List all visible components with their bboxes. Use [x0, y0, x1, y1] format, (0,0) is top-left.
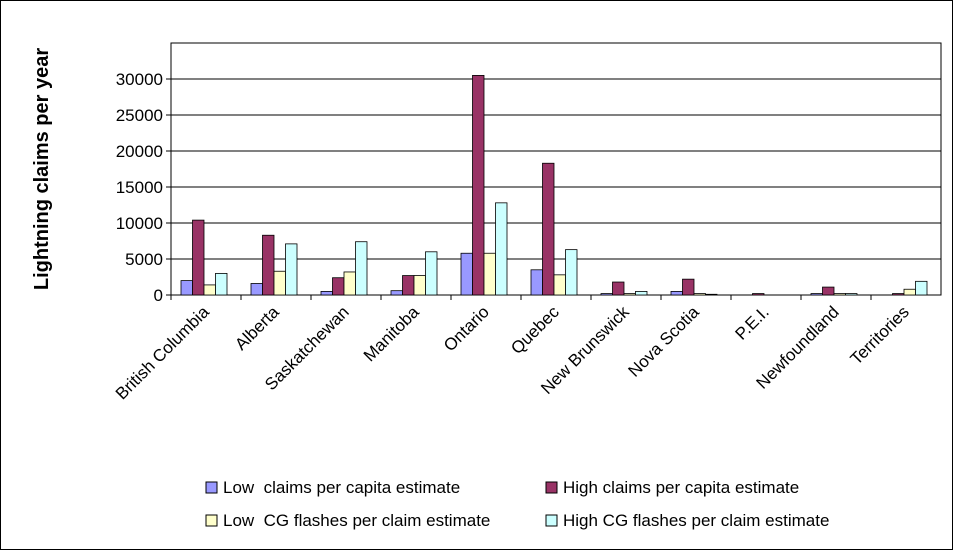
- bar: [810, 293, 823, 296]
- legend-label: High claims per capita estimate: [563, 478, 799, 497]
- bar: [203, 284, 216, 296]
- bar: [320, 290, 333, 296]
- bar: [705, 293, 718, 296]
- legend-label: Low claims per capita estimate: [223, 478, 460, 497]
- y-axis-label: Lightning claims per year: [31, 48, 53, 291]
- bar: [262, 234, 275, 296]
- y-axis-ticks: 0 5000 10000 15000 20000 25000 30000: [116, 70, 171, 305]
- y-tick-label: 25000: [116, 106, 163, 125]
- x-tick-label: Alberta: [231, 302, 283, 354]
- bar: [892, 293, 905, 296]
- bar: [903, 288, 916, 296]
- bar: [343, 271, 356, 296]
- legend-swatch: [545, 481, 558, 494]
- bar: [623, 293, 636, 296]
- bar: [752, 293, 765, 296]
- bar: [833, 293, 846, 296]
- y-tick-label: 0: [154, 286, 163, 305]
- bar: [180, 280, 193, 296]
- bar: [915, 280, 928, 296]
- bar: [483, 252, 496, 296]
- bar: [530, 269, 543, 296]
- legend-swatch: [545, 514, 558, 527]
- legend-swatch: [205, 481, 218, 494]
- bar: [845, 293, 858, 296]
- bar: [413, 275, 426, 296]
- bar: [285, 243, 298, 296]
- gridlines: [171, 78, 941, 260]
- bar: [682, 278, 695, 296]
- y-tick-label: 10000: [116, 214, 163, 233]
- x-tick-label: Quebec: [507, 302, 563, 358]
- bar: [565, 249, 578, 296]
- bar: [822, 286, 835, 296]
- bar: [693, 293, 706, 296]
- bar: [425, 251, 438, 296]
- x-tick-label: Nova Scotia: [625, 302, 704, 381]
- x-tick-label: British Columbia: [112, 302, 213, 403]
- y-tick-label: 30000: [116, 70, 163, 89]
- bar: [332, 277, 345, 296]
- bar: [612, 281, 625, 296]
- legend-label: High CG flashes per claim estimate: [563, 511, 829, 530]
- bar: [390, 290, 403, 296]
- legend-label: Low CG flashes per claim estimate: [223, 511, 490, 530]
- bar: [273, 270, 286, 296]
- bar: [600, 293, 613, 296]
- bar: [460, 252, 473, 296]
- bar: [553, 274, 566, 296]
- bars-group: [180, 75, 928, 296]
- bar: [250, 283, 263, 296]
- x-tick-label: P.E.I.: [732, 302, 773, 343]
- y-tick-label: 20000: [116, 142, 163, 161]
- bar: [402, 275, 415, 296]
- bar: [472, 75, 485, 296]
- legend: Low claims per capita estimate High claim…: [205, 478, 829, 530]
- legend-swatch: [205, 514, 218, 527]
- x-tick-label: Manitoba: [360, 302, 423, 365]
- plot-area: [170, 42, 942, 296]
- y-tick-label: 15000: [116, 178, 163, 197]
- bar: [635, 290, 648, 296]
- bar: [495, 202, 508, 296]
- bar: [192, 219, 205, 296]
- bar: [542, 162, 555, 296]
- x-tick-label: Ontario: [440, 302, 493, 355]
- x-tick-label: Territories: [847, 302, 913, 368]
- bar: [670, 290, 683, 296]
- bar: [215, 272, 228, 296]
- y-tick-label: 5000: [125, 250, 163, 269]
- bar: [355, 241, 368, 296]
